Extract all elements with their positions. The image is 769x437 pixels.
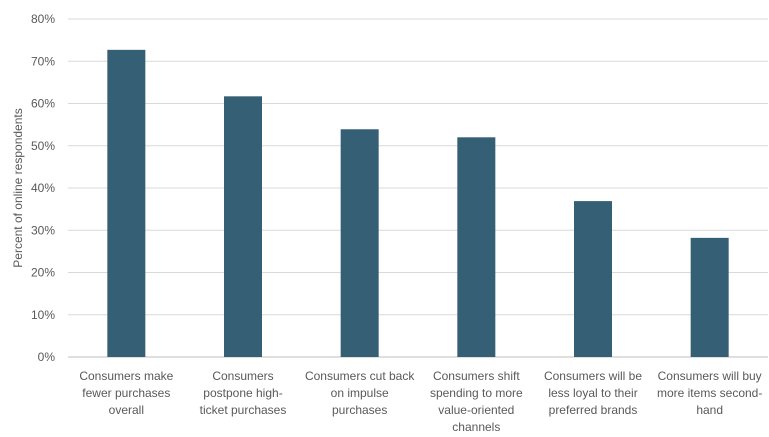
x-category-label: Consumers cut back on impulse purchases [305,369,415,417]
bar [224,96,262,357]
bar [457,137,496,357]
y-axis-title: Percent of online respondents [11,108,25,267]
x-axis-category-labels: Consumers make fewer purchases overall Cons… [79,369,762,434]
x-category-label: Consumers will buy more items second-hand [657,369,762,417]
x-category-label: Consumers will be less loyal to their pref… [544,369,642,417]
y-tick-label: 10% [31,308,55,322]
x-category-label: Consumers postpone high-ticket purchases [200,369,287,417]
bar [107,49,146,357]
y-tick-label: 50% [31,139,55,153]
x-category-label: Consumers shift spending to more value-ori… [430,369,523,432]
y-tick-label: 70% [31,54,55,68]
y-tick-label: 0% [38,350,56,364]
bars [107,49,729,357]
y-tick-label: 20% [31,266,55,280]
y-tick-label: 40% [31,181,55,195]
y-tick-label: 80% [31,12,55,26]
bar [690,237,729,357]
y-tick-label: 30% [31,223,55,237]
y-tick-label: 60% [31,97,55,111]
x-category-label: Consumers make fewer purchases overall [79,369,173,417]
y-axis-tick-labels: 0% 10% 20% 30% 40% 50% 60% 70% 80% [31,12,55,364]
bar [340,129,379,357]
bar [574,201,612,357]
gridlines [68,18,768,358]
